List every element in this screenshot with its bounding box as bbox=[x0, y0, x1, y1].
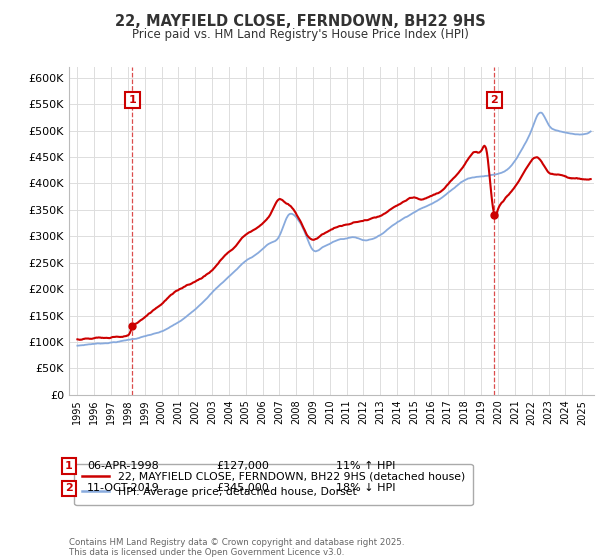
Text: 22, MAYFIELD CLOSE, FERNDOWN, BH22 9HS: 22, MAYFIELD CLOSE, FERNDOWN, BH22 9HS bbox=[115, 14, 485, 29]
Text: 18% ↓ HPI: 18% ↓ HPI bbox=[336, 483, 395, 493]
Text: Contains HM Land Registry data © Crown copyright and database right 2025.
This d: Contains HM Land Registry data © Crown c… bbox=[69, 538, 404, 557]
Legend: 22, MAYFIELD CLOSE, FERNDOWN, BH22 9HS (detached house), HPI: Average price, det: 22, MAYFIELD CLOSE, FERNDOWN, BH22 9HS (… bbox=[74, 464, 473, 505]
Text: 11-OCT-2019: 11-OCT-2019 bbox=[87, 483, 160, 493]
Text: 1: 1 bbox=[128, 95, 136, 105]
Text: 11% ↑ HPI: 11% ↑ HPI bbox=[336, 461, 395, 471]
Text: 1: 1 bbox=[65, 461, 73, 471]
Text: Price paid vs. HM Land Registry's House Price Index (HPI): Price paid vs. HM Land Registry's House … bbox=[131, 28, 469, 41]
Text: 2: 2 bbox=[65, 483, 73, 493]
Text: 2: 2 bbox=[491, 95, 498, 105]
Text: £345,000: £345,000 bbox=[216, 483, 269, 493]
Text: 06-APR-1998: 06-APR-1998 bbox=[87, 461, 159, 471]
Text: £127,000: £127,000 bbox=[216, 461, 269, 471]
